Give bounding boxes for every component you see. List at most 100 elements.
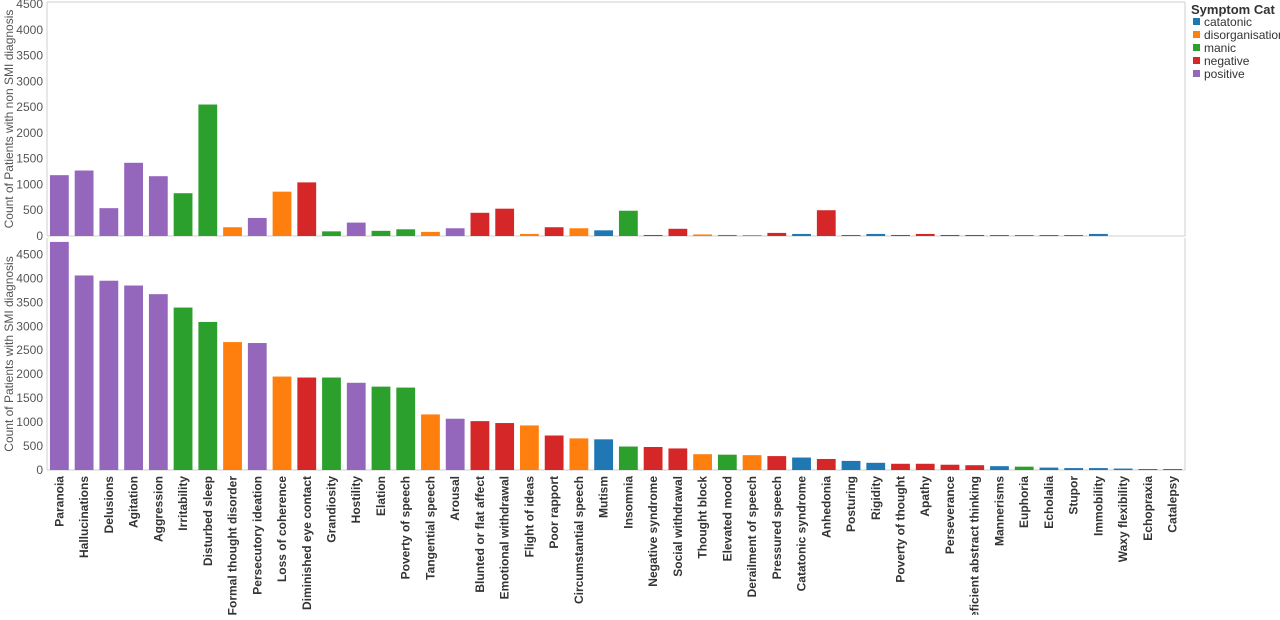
- bar-arousal[interactable]: [445, 418, 465, 470]
- bar-poverty-of-thought[interactable]: [891, 463, 910, 470]
- bar-hallucinations[interactable]: [74, 170, 94, 236]
- bar-social-withdrawal[interactable]: [668, 228, 688, 236]
- bar-delusions[interactable]: [99, 280, 119, 470]
- bar-poverty-of-speech[interactable]: [396, 387, 416, 470]
- bar-blunted-or-flat-affect[interactable]: [470, 421, 490, 471]
- bar-deficient-abstract-thinking[interactable]: [965, 234, 985, 236]
- bar-formal-thought-disorder[interactable]: [223, 342, 242, 470]
- bar-grandiosity[interactable]: [322, 231, 341, 236]
- bar-hostility[interactable]: [346, 222, 366, 236]
- bar-perseverance[interactable]: [940, 464, 960, 470]
- bar-rigidity[interactable]: [866, 462, 886, 470]
- bar-insomnia[interactable]: [618, 446, 638, 470]
- bar-aggression[interactable]: [148, 176, 168, 236]
- bar-pressured-speech[interactable]: [767, 232, 787, 236]
- x-tick-label: Persecutory ideation: [250, 476, 264, 595]
- bar-irritability[interactable]: [173, 193, 193, 236]
- bar-stupor[interactable]: [1064, 468, 1084, 470]
- bar-elation[interactable]: [371, 230, 391, 236]
- bar-euphoria[interactable]: [1014, 466, 1034, 470]
- bar-agitation[interactable]: [124, 285, 143, 470]
- bar-formal-thought-disorder[interactable]: [223, 227, 242, 236]
- legend-item-label: catatonic: [1204, 15, 1252, 29]
- bar-perseverance[interactable]: [940, 234, 960, 236]
- bar-emotional-withdrawal[interactable]: [495, 208, 515, 236]
- bar-mutism[interactable]: [594, 439, 614, 470]
- bar-paranoia[interactable]: [49, 241, 69, 470]
- bar-immobility[interactable]: [1089, 233, 1108, 236]
- bar-apathy[interactable]: [915, 233, 935, 236]
- bar-echolalia[interactable]: [1039, 467, 1059, 470]
- bar-circumstantial-speech[interactable]: [569, 228, 589, 236]
- bar-stupor[interactable]: [1064, 235, 1084, 236]
- bar-rigidity[interactable]: [866, 233, 886, 236]
- bar-posturing[interactable]: [841, 460, 861, 470]
- bar-thought-block[interactable]: [693, 454, 712, 470]
- bar-diminished-eye-contact[interactable]: [297, 182, 317, 236]
- bar-loss-of-coherence[interactable]: [272, 191, 292, 236]
- bar-pressured-speech[interactable]: [767, 456, 787, 470]
- bar-anhedonia[interactable]: [816, 210, 836, 236]
- bar-hallucinations[interactable]: [74, 275, 94, 470]
- bar-poor-rapport[interactable]: [544, 435, 564, 471]
- bar-negative-syndrome[interactable]: [643, 234, 663, 236]
- bar-echopraxia[interactable]: [1138, 469, 1158, 470]
- bar-anhedonia[interactable]: [816, 458, 836, 470]
- bar-hostility[interactable]: [346, 382, 366, 470]
- bar-aggression[interactable]: [148, 294, 168, 470]
- bar-irritability[interactable]: [173, 307, 193, 470]
- bar-diminished-eye-contact[interactable]: [297, 377, 317, 470]
- bar-catatonic-syndrome[interactable]: [792, 457, 811, 470]
- x-tick-label: Loss of coherence: [275, 476, 289, 582]
- bar-loss-of-coherence[interactable]: [272, 376, 292, 470]
- bar-arousal[interactable]: [445, 228, 465, 236]
- bar-tangential-speech[interactable]: [421, 414, 440, 470]
- bar-poor-rapport[interactable]: [544, 227, 564, 236]
- x-tick-label: Emotional withdrawal: [498, 476, 512, 599]
- bar-poverty-of-thought[interactable]: [891, 234, 910, 236]
- y-tick-label: 1500: [16, 391, 43, 405]
- bar-mannerisms[interactable]: [990, 235, 1009, 236]
- bar-flight-of-ideas[interactable]: [520, 425, 539, 470]
- bar-elevated-mood[interactable]: [717, 234, 737, 236]
- bar-derailment-of-speech[interactable]: [742, 234, 762, 236]
- bar-apathy[interactable]: [915, 463, 935, 470]
- bar-poverty-of-speech[interactable]: [396, 229, 416, 236]
- bar-social-withdrawal[interactable]: [668, 448, 688, 470]
- legend-swatch: [1193, 44, 1200, 51]
- bar-thought-block[interactable]: [693, 234, 712, 236]
- bar-persecutory-ideation[interactable]: [247, 343, 267, 470]
- bar-deficient-abstract-thinking[interactable]: [965, 465, 985, 470]
- bar-agitation[interactable]: [124, 162, 143, 236]
- x-tick-label: Irritability: [176, 476, 190, 531]
- x-tick-label: Poor rapport: [547, 476, 561, 549]
- bar-immobility[interactable]: [1089, 468, 1108, 470]
- bar-insomnia[interactable]: [618, 210, 638, 236]
- bar-grandiosity[interactable]: [322, 377, 341, 470]
- bar-echolalia[interactable]: [1039, 235, 1059, 236]
- bar-delusions[interactable]: [99, 208, 119, 236]
- bar-emotional-withdrawal[interactable]: [495, 423, 515, 470]
- bar-mannerisms[interactable]: [990, 466, 1009, 470]
- bar-mutism[interactable]: [594, 230, 614, 236]
- bar-posturing[interactable]: [841, 234, 861, 236]
- x-tick-label: Apathy: [918, 476, 932, 517]
- bar-elation[interactable]: [371, 386, 391, 471]
- bar-euphoria[interactable]: [1014, 235, 1034, 236]
- bar-paranoia[interactable]: [49, 175, 69, 236]
- bar-disturbed-sleep[interactable]: [198, 104, 218, 236]
- x-tick-label: Echolalia: [1042, 476, 1056, 529]
- bar-persecutory-ideation[interactable]: [247, 217, 267, 236]
- x-tick-label: Flight of ideas: [522, 476, 536, 558]
- bar-catalepsy[interactable]: [1163, 469, 1183, 470]
- bar-waxy-flexibility[interactable]: [1113, 468, 1133, 470]
- bar-flight-of-ideas[interactable]: [520, 233, 539, 236]
- bar-tangential-speech[interactable]: [421, 231, 440, 236]
- bar-negative-syndrome[interactable]: [643, 447, 663, 470]
- bar-derailment-of-speech[interactable]: [742, 455, 762, 470]
- bar-catatonic-syndrome[interactable]: [792, 233, 811, 236]
- bar-disturbed-sleep[interactable]: [198, 321, 218, 470]
- bar-elevated-mood[interactable]: [717, 454, 737, 470]
- bar-circumstantial-speech[interactable]: [569, 438, 589, 471]
- bar-blunted-or-flat-affect[interactable]: [470, 212, 490, 236]
